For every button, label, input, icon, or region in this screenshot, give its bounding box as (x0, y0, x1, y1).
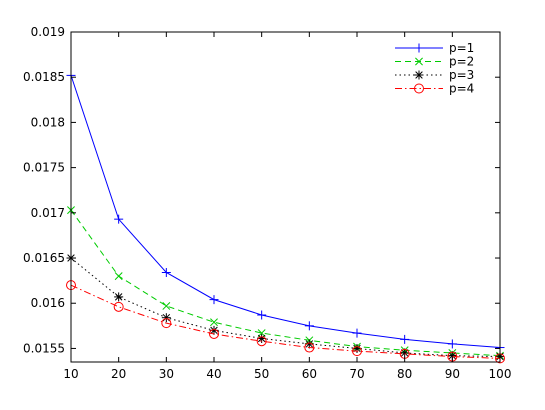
data-point (161, 318, 172, 329)
series-line (70, 284, 501, 359)
x-tick-label: 30 (159, 367, 174, 381)
data-point (210, 318, 218, 327)
x-tick-label: 20 (111, 367, 126, 381)
x-tick-label: 80 (397, 367, 412, 381)
series-p=4 (66, 280, 505, 364)
y-tick-label: 0.0175 (23, 161, 65, 175)
series-layer (66, 70, 505, 364)
legend-box (388, 39, 494, 101)
axis-layer: 10 20 30 40 50 60 70 80 90 100 0.0155 0.016 0.0165 0.… (23, 25, 511, 381)
series-line (70, 257, 501, 358)
data-point (352, 328, 362, 338)
legend-label: p=4 (449, 82, 474, 96)
series-p=2 (67, 206, 504, 360)
data-point (113, 301, 124, 312)
legend-label: p=1 (449, 41, 474, 55)
legend: p=1p=2p=3p=4 (388, 39, 494, 101)
legend-marker (414, 43, 424, 53)
x-tick-label: 50 (254, 367, 269, 381)
series-p=3 (66, 253, 505, 362)
data-point (352, 346, 362, 357)
x-tick-label: 60 (302, 367, 317, 381)
data-point (209, 328, 219, 339)
data-point (114, 214, 124, 224)
data-point (257, 333, 267, 343)
data-point (161, 267, 171, 277)
y-tick-label: 0.0185 (23, 70, 65, 84)
x-tick-label: 90 (445, 367, 460, 381)
data-point (447, 339, 457, 349)
data-point (114, 292, 124, 302)
legend-item: p=1 (395, 41, 474, 55)
data-point (304, 321, 314, 331)
series-p=1 (66, 70, 505, 353)
legend-marker (414, 83, 424, 94)
data-point (400, 334, 410, 344)
data-point (304, 342, 315, 353)
legend-marker (415, 57, 423, 66)
x-tick-label: 70 (349, 367, 364, 381)
x-tick-label: 10 (63, 367, 78, 381)
legend-item: p=4 (395, 82, 474, 96)
series-line (70, 209, 501, 357)
data-point (114, 272, 123, 281)
legend-item: p=2 (395, 55, 474, 69)
y-tick-label: 0.018 (31, 115, 65, 129)
data-point (257, 310, 267, 320)
legend-label: p=2 (449, 55, 474, 69)
legend-marker (414, 70, 424, 80)
plot-frame (70, 31, 501, 363)
y-tick-label: 0.019 (31, 25, 65, 39)
series-line (70, 75, 501, 349)
y-tick-label: 0.016 (31, 296, 65, 310)
data-point (256, 336, 267, 347)
x-tick-label: 40 (206, 367, 221, 381)
x-tick-label: 100 (489, 367, 512, 381)
y-tick-label: 0.0155 (23, 341, 65, 355)
data-point (162, 301, 171, 310)
data-point (209, 295, 219, 305)
data-point (161, 313, 171, 323)
y-tick-label: 0.0165 (23, 251, 65, 265)
legend-label: p=3 (449, 68, 474, 82)
data-point (400, 348, 410, 358)
legend-item: p=3 (395, 68, 474, 82)
y-tick-label: 0.017 (31, 206, 65, 220)
